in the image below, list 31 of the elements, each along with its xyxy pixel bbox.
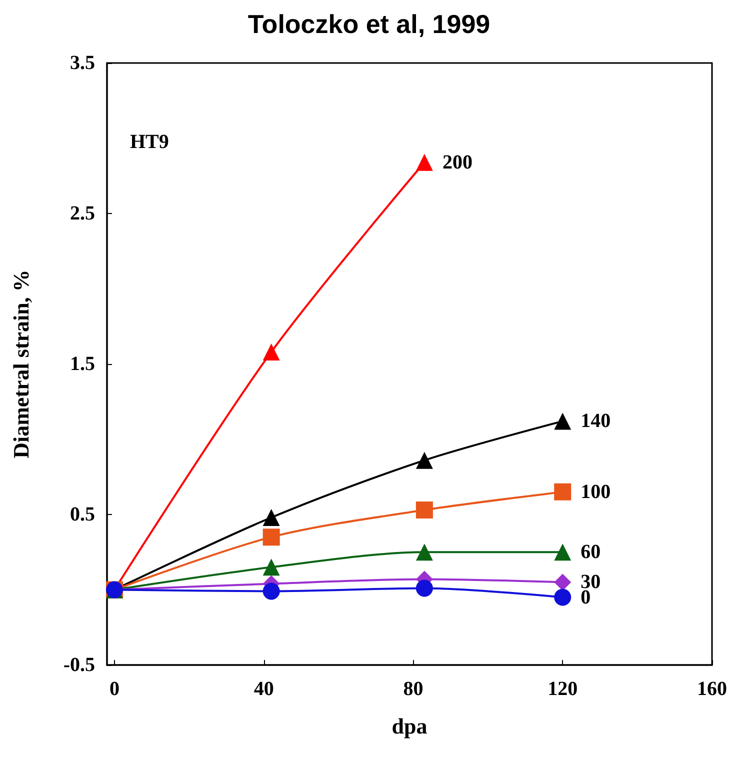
point [262,528,280,546]
y-tick-label: 3.5 [70,52,95,74]
point [554,544,572,561]
point [554,574,572,591]
point [416,452,433,469]
point [554,588,572,606]
y-axis-title: Diametral strain, % [8,270,34,458]
point [416,501,433,518]
point [262,509,280,526]
y-tick-label: 1.5 [70,353,95,375]
x-tick-label: 80 [403,678,424,700]
chart-title: Toloczko et al, 1999 [248,9,490,39]
y-tick-label: 0.5 [70,504,95,526]
series-label: 200 [442,151,472,174]
x-tick-label: 40 [254,678,274,700]
point [416,580,433,597]
x-tick-label: 120 [548,678,578,700]
series-label: 140 [580,410,611,432]
x-axis-title: dpa [392,714,428,738]
point [262,582,280,600]
annotation: HT9 [130,131,169,153]
series-label: 60 [580,541,601,564]
point [554,483,572,500]
x-tick-label: 160 [697,678,727,700]
point [554,412,572,430]
point [416,544,433,561]
y-tick-label: -0.5 [63,654,95,676]
point [262,558,280,576]
y-tick-label: 2.5 [70,202,95,224]
x-tick-label: 0 [109,678,120,700]
series-label: 100 [580,480,611,503]
